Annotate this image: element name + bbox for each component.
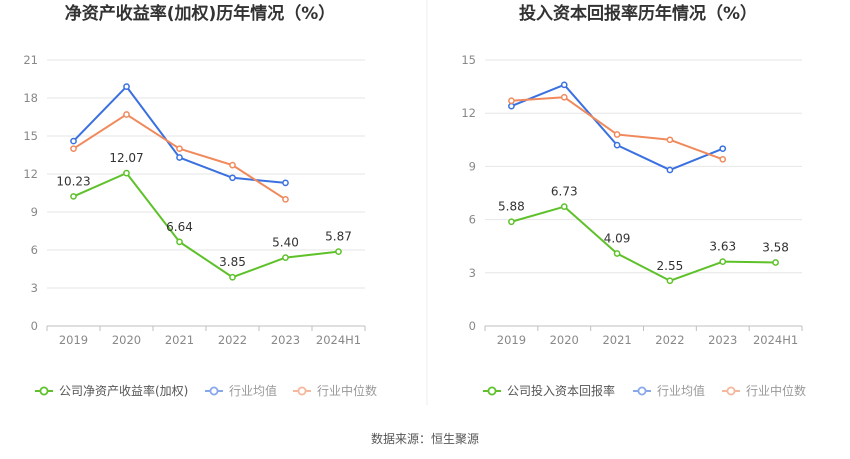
series-line	[73, 172, 339, 279]
data-point	[70, 193, 77, 200]
data-point	[282, 179, 289, 187]
data-point	[666, 166, 674, 174]
legend-swatch-marker	[39, 386, 49, 396]
data-label: 6.64	[166, 220, 193, 234]
data-label: 2.55	[657, 259, 684, 273]
legend-item: 公司净资产收益率(加权)	[35, 383, 188, 398]
series-line	[72, 85, 286, 184]
data-point	[613, 131, 621, 138]
x-tick-label: 2019	[59, 333, 88, 347]
data-label: 5.87	[325, 230, 352, 244]
y-tick-label: 18	[23, 91, 38, 105]
data-point	[229, 161, 236, 169]
roe-chart: 净资产收益率(加权)历年情况（%） 0 3 6 9 12 15 18 21 2019 2020 202…	[23, 3, 377, 398]
data-point	[176, 154, 183, 161]
series-line	[511, 205, 776, 282]
data-point	[666, 136, 674, 144]
data-source: 数据来源：恒生聚源	[371, 431, 479, 446]
legend-label: 行业均值	[229, 383, 277, 398]
data-label: 12.07	[109, 151, 143, 165]
data-point	[335, 248, 342, 255]
x-tick-label: 2022	[655, 333, 684, 347]
data-point	[282, 195, 289, 203]
legend-swatch-marker	[297, 386, 307, 396]
data-point	[282, 254, 289, 261]
y-tick-label: 21	[23, 53, 38, 67]
data-label: 3.63	[709, 240, 736, 254]
legend-item: 公司投入资本回报率	[483, 383, 615, 398]
x-tick-label: 2023	[271, 333, 300, 347]
x-tick-label: 2019	[497, 333, 526, 347]
data-point	[613, 250, 621, 257]
data-point	[123, 169, 130, 177]
y-tick-label: 15	[461, 53, 476, 67]
y-tick-label: 12	[23, 167, 38, 181]
data-point	[613, 141, 621, 149]
data-point	[508, 97, 515, 105]
legend-label: 行业中位数	[746, 383, 806, 398]
legend-item: 行业均值	[633, 383, 705, 398]
y-tick-label: 9	[31, 205, 38, 219]
legend-swatch-marker	[726, 386, 736, 396]
y-tick-label: 0	[31, 319, 38, 333]
data-label: 3.85	[219, 255, 246, 269]
data-point	[719, 155, 727, 163]
data-point	[508, 218, 515, 226]
data-point	[176, 145, 183, 153]
x-tick-label: 2022	[218, 333, 247, 347]
chart-title: 净资产收益率(加权)历年情况（%）	[65, 3, 336, 24]
legend-label: 行业中位数	[317, 383, 377, 398]
data-point	[719, 258, 727, 265]
x-tick-label: 2021	[165, 333, 194, 347]
legend-item: 行业中位数	[722, 383, 806, 398]
data-point	[70, 137, 77, 145]
data-label: 6.73	[551, 185, 578, 199]
data-point	[719, 145, 727, 153]
data-label: 5.88	[498, 200, 525, 214]
series-line	[511, 96, 724, 161]
y-tick-label: 9	[469, 159, 476, 173]
legend-label: 公司投入资本回报率	[507, 383, 615, 398]
x-tick-label: 2024H1	[753, 333, 798, 347]
data-point	[508, 102, 515, 110]
y-tick-label: 3	[469, 266, 476, 280]
x-tick-label: 2020	[550, 333, 579, 347]
series-line	[511, 83, 724, 171]
x-tick-label: 2020	[112, 333, 141, 347]
data-point	[772, 259, 779, 266]
data-point	[229, 174, 236, 182]
roic-chart: 投入资本回报率历年情况（%） 0 3 6 9 12 15 2019 2020 2021 2022 20…	[461, 3, 806, 398]
data-point	[176, 238, 183, 246]
data-point	[560, 203, 568, 211]
legend-swatch-marker	[637, 386, 647, 396]
legend-label: 行业均值	[657, 383, 705, 398]
y-tick-label: 6	[469, 213, 476, 227]
data-point	[560, 81, 568, 89]
x-tick-label: 2023	[708, 333, 737, 347]
legend-item: 行业均值	[205, 383, 277, 398]
y-tick-label: 15	[23, 129, 38, 143]
data-label: 4.09	[604, 231, 631, 245]
data-label: 3.58	[762, 241, 789, 255]
y-tick-label: 12	[461, 106, 476, 120]
x-tick-label: 2024H1	[316, 333, 361, 347]
y-tick-label: 6	[31, 243, 38, 257]
data-point	[70, 145, 77, 153]
data-label: 5.40	[272, 236, 299, 250]
data-point	[123, 83, 130, 90]
legend-label: 公司净资产收益率(加权)	[59, 383, 188, 398]
x-tick-label: 2021	[602, 333, 631, 347]
chart-title: 投入资本回报率历年情况（%）	[519, 3, 757, 24]
data-point	[123, 111, 130, 118]
data-point	[666, 277, 674, 285]
y-tick-label: 3	[31, 281, 38, 295]
data-label: 10.23	[56, 174, 90, 188]
legend-swatch-marker	[487, 386, 497, 396]
legend-swatch-marker	[209, 386, 219, 396]
y-tick-label: 0	[469, 319, 476, 333]
legend-item: 行业中位数	[293, 383, 377, 398]
data-point	[229, 273, 236, 281]
data-point	[560, 93, 568, 101]
